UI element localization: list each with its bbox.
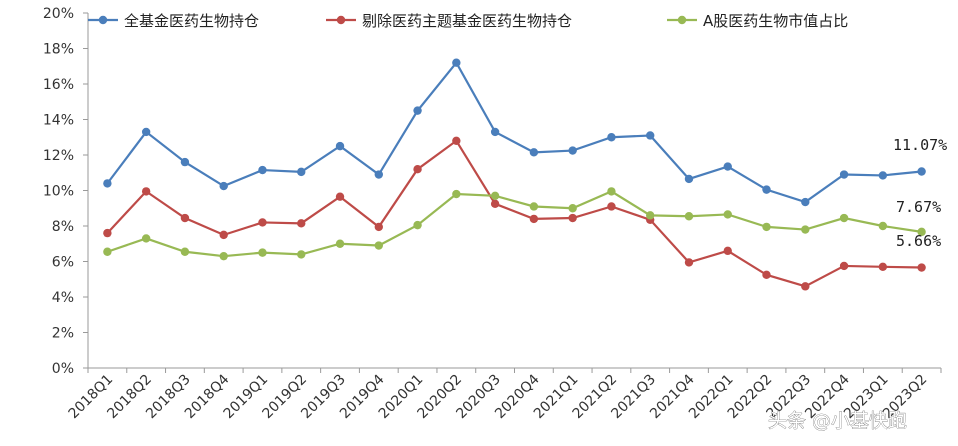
y-tick-label: 18% xyxy=(43,42,74,58)
data-point xyxy=(335,192,345,201)
series-line xyxy=(106,60,922,204)
data-point xyxy=(452,136,461,145)
data-point xyxy=(878,262,888,272)
data-point xyxy=(413,220,422,230)
data-point xyxy=(684,212,694,221)
data-point xyxy=(568,204,577,213)
legend-label: A股医药生物市值占比 xyxy=(703,12,848,30)
data-point xyxy=(801,197,810,207)
data-point xyxy=(684,258,694,267)
data-point xyxy=(723,210,732,219)
data-point xyxy=(374,241,383,250)
data-point xyxy=(529,202,539,211)
data-point xyxy=(374,222,383,232)
data-point xyxy=(219,181,228,191)
data-point xyxy=(219,251,228,261)
series-2 xyxy=(103,136,926,291)
watermark-text: 头条 @小基快跑 xyxy=(768,410,907,432)
data-point xyxy=(490,191,500,201)
data-point xyxy=(801,282,810,291)
data-point xyxy=(297,219,306,228)
data-point xyxy=(452,189,461,199)
y-tick-label: 2% xyxy=(52,326,74,342)
data-point xyxy=(258,248,267,257)
data-point xyxy=(452,58,461,67)
y-axis-ticks: 0% 2% 4% 6% 8% 10% 12% 14% 16% 18% 20% xyxy=(43,6,88,377)
chart-series xyxy=(103,58,926,291)
y-tick-label: 16% xyxy=(43,77,74,93)
data-point xyxy=(141,234,151,243)
data-point xyxy=(180,247,190,256)
y-tick-label: 4% xyxy=(52,290,74,306)
data-point xyxy=(297,167,306,177)
series-line xyxy=(107,190,922,258)
data-point xyxy=(878,221,888,231)
data-point xyxy=(568,213,577,223)
data-point xyxy=(141,127,151,137)
data-point xyxy=(723,246,732,256)
data-point xyxy=(335,239,345,248)
legend-label: 剔除医药主题基金医药生物持仓 xyxy=(362,12,572,30)
data-point xyxy=(646,131,655,140)
data-point xyxy=(839,213,849,223)
y-tick-label: 8% xyxy=(52,219,74,235)
end-value-label: 5.66% xyxy=(896,232,941,250)
series-3 xyxy=(103,187,926,261)
data-point xyxy=(762,270,771,280)
chart-legend: 全基金医药生物持仓 剔除医药主题基金医药生物持仓 A股医药生物市值占比 xyxy=(88,12,848,30)
data-point xyxy=(413,106,422,115)
data-point xyxy=(723,162,732,171)
y-tick-label: 20% xyxy=(43,6,74,22)
data-point xyxy=(646,211,655,220)
data-point xyxy=(607,133,616,142)
data-point xyxy=(529,214,539,224)
data-point xyxy=(413,165,422,174)
data-point xyxy=(529,148,539,157)
data-point xyxy=(917,263,926,272)
data-point xyxy=(180,157,190,167)
data-point xyxy=(801,225,810,234)
data-point xyxy=(374,170,383,179)
data-point xyxy=(839,261,849,271)
data-point xyxy=(141,187,151,196)
legend-swatch-marker xyxy=(677,15,687,25)
data-point xyxy=(917,227,926,237)
end-value-label: 11.07% xyxy=(893,136,947,154)
data-point xyxy=(258,165,267,175)
y-tick-label: 12% xyxy=(43,148,74,164)
y-tick-label: 6% xyxy=(52,255,74,271)
data-point xyxy=(568,146,577,155)
data-point xyxy=(917,167,926,176)
data-point xyxy=(490,127,500,137)
data-point xyxy=(762,185,771,194)
chart-axes xyxy=(87,13,941,369)
data-point xyxy=(297,250,306,259)
data-point xyxy=(103,179,112,188)
series-1 xyxy=(103,58,926,207)
data-point xyxy=(607,187,616,196)
data-point xyxy=(219,230,228,240)
legend-label: 全基金医药生物持仓 xyxy=(124,12,259,30)
y-tick-label: 0% xyxy=(52,361,74,377)
end-value-label: 7.67% xyxy=(896,198,941,216)
data-point xyxy=(258,218,267,227)
data-point xyxy=(490,199,500,209)
legend-swatch-marker xyxy=(98,15,108,25)
series-line xyxy=(106,139,922,288)
end-value-labels: 11.07% 7.67% 5.66% xyxy=(893,136,947,250)
data-point xyxy=(335,141,345,151)
data-point xyxy=(839,170,849,179)
data-point xyxy=(180,213,190,223)
data-point xyxy=(607,202,616,211)
y-tick-label: 14% xyxy=(43,113,74,129)
data-point xyxy=(103,228,112,238)
data-point xyxy=(684,174,694,184)
data-point xyxy=(878,171,888,180)
y-tick-label: 10% xyxy=(43,184,74,200)
data-point xyxy=(103,247,112,256)
data-point xyxy=(762,222,771,232)
legend-swatch-marker xyxy=(336,15,346,25)
